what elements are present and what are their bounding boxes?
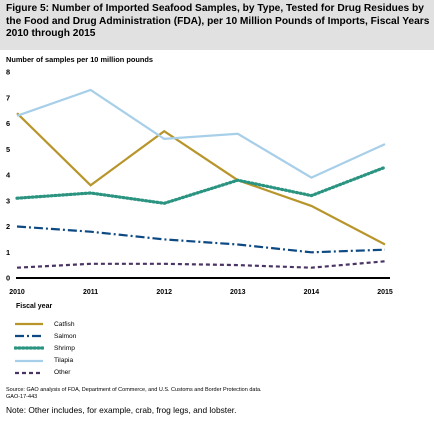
note-text: Note: Other includes, for example, crab,… <box>6 405 237 415</box>
title-bar <box>0 0 434 50</box>
legend-swatch <box>15 371 43 374</box>
legend-swatch <box>15 359 43 362</box>
legend-item-salmon: Salmon <box>14 330 174 342</box>
series-line-shrimp <box>15 165 387 205</box>
series-line-tilapia <box>16 88 386 179</box>
legend-label: Tilapia <box>54 357 74 365</box>
legend-item-catfish: Catfish <box>14 318 174 330</box>
series-line-catfish <box>16 112 386 246</box>
series-line-other <box>16 260 386 269</box>
y-tick-label: 0 <box>6 274 10 283</box>
legend-label: Shrimp <box>54 344 75 352</box>
legend-item-other: Other <box>14 367 174 379</box>
legend-swatch <box>15 335 43 338</box>
legend-label: Salmon <box>54 332 77 340</box>
legend-item-shrimp: Shrimp <box>14 342 174 354</box>
legend-swatch <box>14 346 44 351</box>
legend-swatch <box>15 322 43 326</box>
source-text: Source: GAO analysis of FDA, Department … <box>6 387 430 401</box>
figure-title: Figure 5: Number of Imported Seafood Sam… <box>6 3 430 39</box>
x-tick-label: 2011 <box>83 289 98 296</box>
y-tick-label: 6 <box>6 119 10 128</box>
y-tick-label: 5 <box>6 145 10 154</box>
x-tick-label: 2012 <box>156 289 172 296</box>
x-tick-label: 2010 <box>9 289 25 296</box>
legend-label: Other <box>54 369 71 377</box>
legend-item-tilapia: Tilapia <box>14 355 174 367</box>
report-id: GAO-17-443 <box>6 394 38 400</box>
y-tick-label: 8 <box>6 68 10 77</box>
chart-legend: Catfish Salmon Shrimp Tilapia Other <box>14 318 174 379</box>
series-line-salmon <box>16 225 386 254</box>
y-tick-label: 4 <box>6 171 11 180</box>
x-axis-label: Fiscal year <box>16 303 53 310</box>
x-tick-label: 2014 <box>304 289 320 296</box>
line-chart: 0 1 2 3 4 5 6 7 8 2010 2011 2012 2013 2014 2015 <box>6 68 393 297</box>
legend-label: Catfish <box>54 320 75 328</box>
y-tick-label: 2 <box>6 222 10 231</box>
x-tick-label: 2015 <box>377 289 393 296</box>
x-tick-label: 2013 <box>230 289 246 296</box>
y-tick-label: 3 <box>6 196 10 205</box>
y-tick-label: 7 <box>6 93 10 102</box>
y-axis-label: Number of samples per 10 million pounds <box>6 55 154 64</box>
y-tick-label: 1 <box>6 248 10 257</box>
source-line: Source: GAO analysis of FDA, Department … <box>6 387 262 393</box>
